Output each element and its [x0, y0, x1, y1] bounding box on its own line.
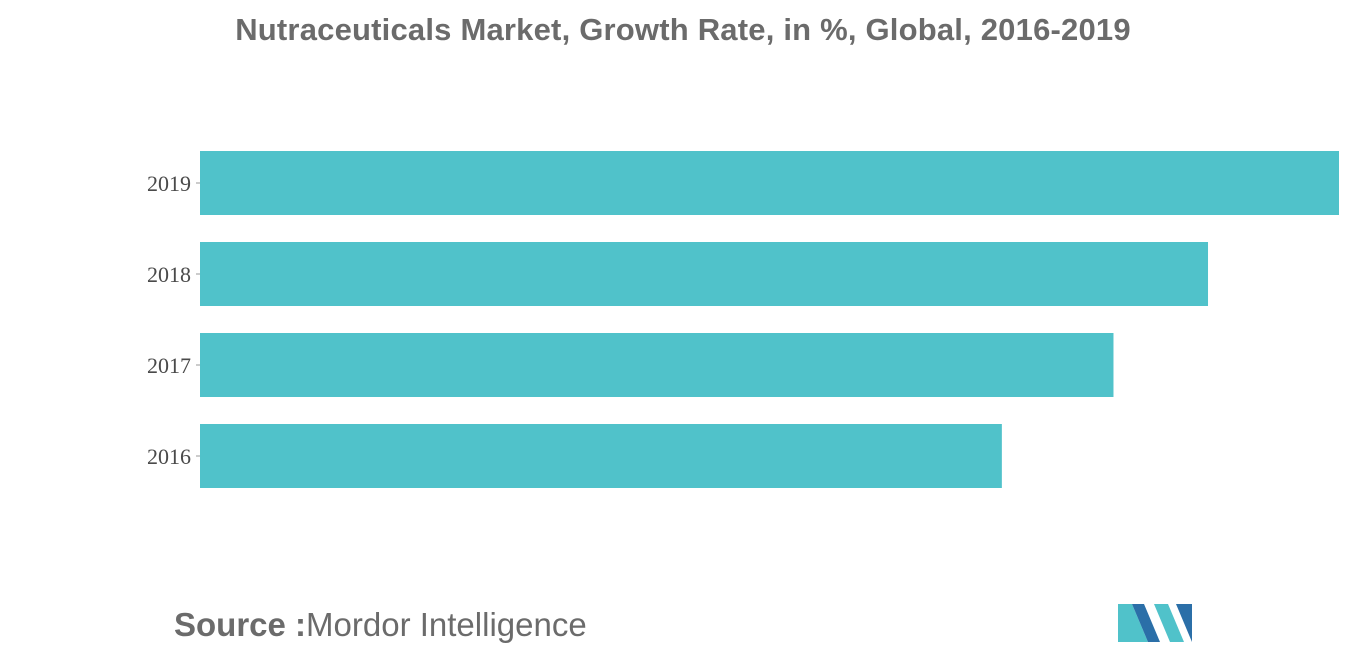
- y-axis-ticks: 2019 2018 2017 2016: [147, 171, 200, 469]
- bar-2016: [200, 424, 1002, 488]
- source-footer: Source :Mordor Intelligence: [174, 606, 587, 644]
- source-label: Source :: [174, 606, 307, 643]
- source-value: Mordor Intelligence: [306, 606, 587, 643]
- y-tick-label-2016: 2016: [147, 444, 191, 469]
- bar-2019: [200, 151, 1339, 215]
- y-tick-label-2019: 2019: [147, 171, 191, 196]
- bar-2017: [200, 333, 1114, 397]
- y-tick-label-2017: 2017: [147, 353, 191, 378]
- bars-group: [200, 151, 1339, 488]
- bar-2018: [200, 242, 1209, 306]
- bar-chart: 2019 2018 2017 2016: [147, 151, 1339, 488]
- y-tick-label-2018: 2018: [147, 262, 191, 287]
- mordor-intelligence-logo-icon: [1118, 604, 1192, 642]
- chart-title: Nutraceuticals Market, Growth Rate, in %…: [235, 12, 1131, 47]
